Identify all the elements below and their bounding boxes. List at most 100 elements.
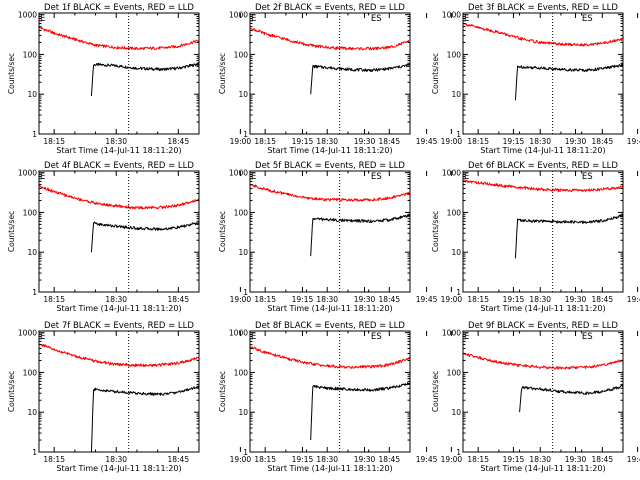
y-axis-label: Counts/sec xyxy=(7,211,16,252)
x-tick-label: 18:15 xyxy=(467,295,489,304)
x-tick-label: 19:30 xyxy=(565,295,587,304)
axes-frame xyxy=(249,170,411,293)
y-tick-label: 10 xyxy=(451,90,461,99)
chart-title: Det 6f BLACK = Events, RED = LLD xyxy=(468,161,618,171)
events-series-line xyxy=(90,384,199,452)
x-tick-label: 19:30 xyxy=(354,455,376,464)
x-tick-label: 18:30 xyxy=(529,137,551,146)
y-tick-label: 1 xyxy=(243,448,248,457)
plot-area xyxy=(39,13,199,134)
x-tick-label: 18:30 xyxy=(105,295,127,304)
y-tick-label: 1 xyxy=(243,130,248,139)
x-tick-label: 19:00 xyxy=(441,295,463,304)
x-tick-label: 19:00 xyxy=(230,455,252,464)
axes-frame xyxy=(249,12,411,135)
chart-title: Det 2f BLACK = Events, RED = LLD xyxy=(255,3,405,13)
x-axis-label: Start Time (14-Jul-11 18:11:20) xyxy=(56,464,181,473)
chart-title: Det 9f BLACK = Events, RED = LLD xyxy=(468,321,618,331)
y-tick-label: 1000 xyxy=(442,11,461,20)
x-tick-label: 19:15 xyxy=(292,137,314,146)
y-tick-label: 100 xyxy=(23,368,38,377)
x-tick-label: 19:00 xyxy=(441,137,463,146)
x-tick-label: 18:15 xyxy=(467,137,489,146)
y-tick-label: 1 xyxy=(456,448,461,457)
chart-panel-2: Det 2f BLACK = Events, RED = LLD 1 10 100 10… xyxy=(218,3,640,155)
x-tick-label: 18:15 xyxy=(43,455,65,464)
x-tick-label: 18:30 xyxy=(105,455,127,464)
corner-marker-e: E xyxy=(40,172,45,182)
x-axis-label: Start Time (14-Jul-11 18:11:20) xyxy=(267,146,392,155)
corner-marker-e: E xyxy=(251,172,256,182)
events-series-line xyxy=(310,382,410,441)
y-tick-label: 1000 xyxy=(229,329,248,338)
x-tick-label: 18:45 xyxy=(167,295,189,304)
x-tick-label: 18:30 xyxy=(316,455,338,464)
x-tick-label: 18:45 xyxy=(591,295,613,304)
axes-frame xyxy=(462,170,624,293)
y-tick-label: 10 xyxy=(451,408,461,417)
plot-area xyxy=(463,331,623,452)
y-tick-label: 10 xyxy=(238,90,248,99)
chart-title: Det 3f BLACK = Events, RED = LLD xyxy=(468,3,618,13)
events-series-line xyxy=(519,384,623,413)
x-tick-label: 19:45 xyxy=(627,455,640,464)
plot-area xyxy=(463,13,623,134)
x-tick-label: 18:15 xyxy=(43,137,65,146)
plot-area xyxy=(250,331,410,452)
x-tick-label: 18:30 xyxy=(316,295,338,304)
axes-frame xyxy=(462,330,624,453)
y-tick-label: 10 xyxy=(27,90,37,99)
x-tick-label: 19:15 xyxy=(503,455,525,464)
y-tick-label: 10 xyxy=(238,248,248,257)
chart-title: Det 8f BLACK = Events, RED = LLD xyxy=(255,321,405,331)
y-tick-label: 100 xyxy=(234,208,249,217)
corner-marker-es: ES xyxy=(371,332,382,342)
y-tick-label: 1000 xyxy=(18,11,37,20)
x-axis-label: Start Time (14-Jul-11 18:11:20) xyxy=(56,146,181,155)
lld-series-line xyxy=(463,23,623,47)
chart-panel-6: Det 6f BLACK = Events, RED = LLD 1 10 100 10… xyxy=(431,161,624,313)
lld-series-line xyxy=(463,352,623,370)
y-tick-label: 1000 xyxy=(229,11,248,20)
axes-frame xyxy=(38,12,200,135)
y-tick-label: 1 xyxy=(456,130,461,139)
y-tick-label: 100 xyxy=(234,50,249,59)
x-tick-label: 18:15 xyxy=(254,295,276,304)
y-tick-label: 1000 xyxy=(229,169,248,178)
x-axis-label: Start Time (14-Jul-11 18:11:20) xyxy=(480,464,605,473)
y-axis-label: Counts/sec xyxy=(7,53,16,94)
x-tick-label: 18:15 xyxy=(254,137,276,146)
chart-panel-5: Det 5f BLACK = Events, RED = LLD 1 10 100 10… xyxy=(218,161,640,313)
corner-marker-es: ES xyxy=(371,14,382,24)
lld-series-line xyxy=(250,27,410,51)
y-axis-label: Counts/sec xyxy=(218,53,227,94)
x-tick-label: 18:45 xyxy=(591,137,613,146)
chart-panel-7: Det 7f BLACK = Events, RED = LLD 1 10 100 10… xyxy=(7,321,438,473)
x-axis-label: Start Time (14-Jul-11 18:11:20) xyxy=(267,304,392,313)
chart-panel-9: Det 9f BLACK = Events, RED = LLD 1 10 100 10… xyxy=(431,321,624,473)
x-tick-label: 18:30 xyxy=(316,137,338,146)
x-tick-label: 19:00 xyxy=(230,295,252,304)
x-tick-label: 19:15 xyxy=(503,295,525,304)
chart-panel-8: Det 8f BLACK = Events, RED = LLD 1 10 100 10… xyxy=(218,321,640,473)
chart-panel-3: Det 3f BLACK = Events, RED = LLD 1 10 100 10… xyxy=(431,3,624,155)
y-tick-label: 10 xyxy=(27,248,37,257)
y-tick-label: 100 xyxy=(234,368,249,377)
chart-title: Det 4f BLACK = Events, RED = LLD xyxy=(44,161,194,171)
y-tick-label: 1 xyxy=(32,130,37,139)
y-axis-label: Counts/sec xyxy=(431,371,440,412)
events-series-line xyxy=(310,214,410,257)
y-tick-label: 10 xyxy=(27,408,37,417)
x-tick-label: 18:15 xyxy=(467,455,489,464)
y-tick-label: 1000 xyxy=(442,329,461,338)
plot-area xyxy=(250,171,410,292)
x-axis-label: Start Time (14-Jul-11 18:11:20) xyxy=(56,304,181,313)
plot-area xyxy=(250,13,410,134)
corner-marker-es: ES xyxy=(371,172,382,182)
axes-frame xyxy=(462,12,624,135)
y-tick-label: 1 xyxy=(32,288,37,297)
y-tick-label: 1000 xyxy=(18,169,37,178)
y-axis-label: Counts/sec xyxy=(7,371,16,412)
axes-frame xyxy=(38,330,200,453)
